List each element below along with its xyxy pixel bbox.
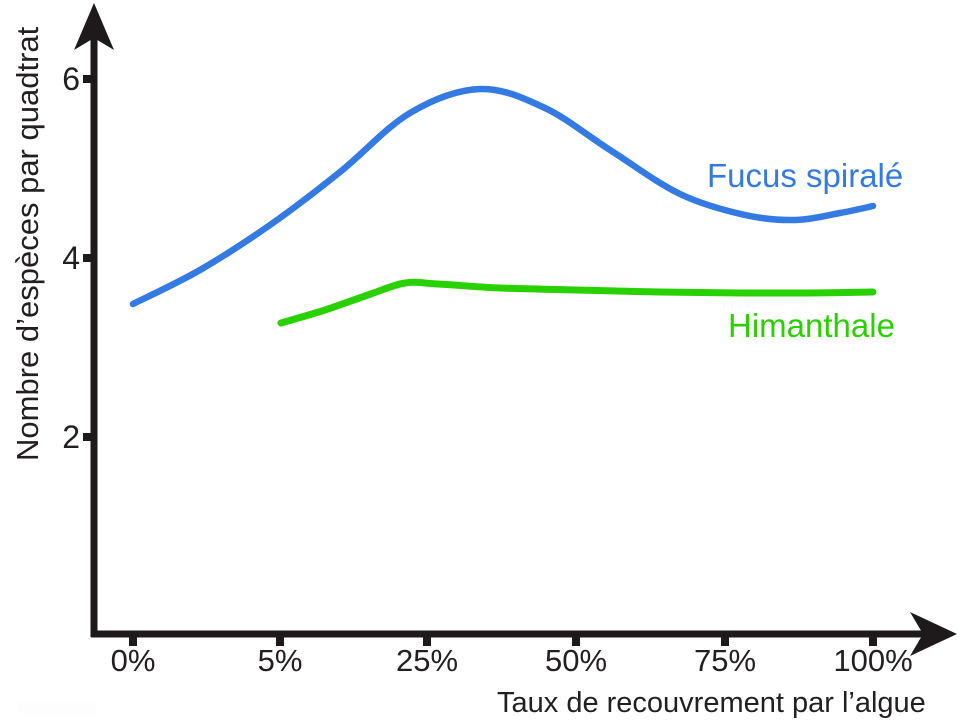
series-label-himanthale: Himanthale xyxy=(728,307,895,344)
y-tick-mark xyxy=(83,75,91,83)
series-label-fucus-spirale: Fucus spiralé xyxy=(707,157,904,194)
x-tick-mark xyxy=(129,637,137,646)
watermark xyxy=(18,702,96,715)
y-tick-mark xyxy=(83,433,91,441)
himanthale-curve xyxy=(277,278,877,327)
y-axis-arrowhead xyxy=(74,3,114,50)
x-tick-label: 50% xyxy=(544,643,608,678)
x-tick-label: 100% xyxy=(833,643,913,678)
y-tick-label: 2 xyxy=(62,419,80,455)
x-axis-arrowhead xyxy=(910,612,957,656)
x-tick-mark xyxy=(869,637,877,646)
y-tick-mark xyxy=(83,254,91,262)
x-tick-label: 75% xyxy=(693,643,757,678)
y-tick-label: 4 xyxy=(62,240,80,276)
x-tick-label: 0% xyxy=(110,643,156,678)
x-tick-label: 25% xyxy=(395,643,459,678)
fucus-spirale-curve xyxy=(129,85,877,308)
x-tick-label: 5% xyxy=(257,643,303,678)
x-tick-mark xyxy=(721,637,729,646)
y-tick-label: 6 xyxy=(62,61,80,97)
x-tick-mark xyxy=(276,637,284,646)
x-axis-title: Taux de recouvrement par l’algue xyxy=(497,687,926,719)
x-tick-mark xyxy=(572,637,580,646)
x-tick-mark xyxy=(423,637,431,646)
